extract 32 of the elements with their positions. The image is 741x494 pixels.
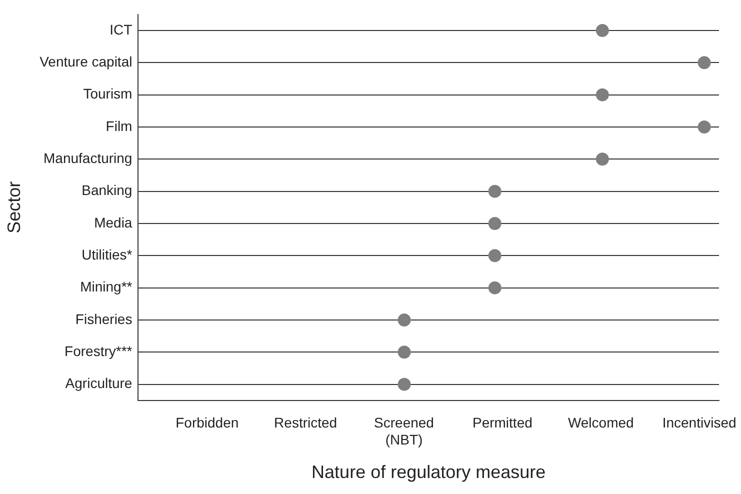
text: Welcomed [568,414,634,430]
y-tick-label: Forestry*** [64,343,133,360]
point [488,216,502,230]
y-tick-label: ICT [110,21,133,38]
y-tick-label: Mining** [80,278,133,295]
text: Restricted [274,414,338,430]
point [698,56,711,70]
text: Forbidden [176,414,239,430]
point [398,313,411,326]
point [488,281,502,294]
text: Screened (NBT) [374,414,434,448]
point [398,378,411,391]
point [596,152,609,166]
y-tick-label: Media [94,214,132,230]
point [488,184,502,198]
point [398,346,411,359]
y-tick-label: Utilities* [82,246,133,263]
y-axis-title: Sector [4,181,24,234]
text: Permitted [472,414,532,430]
point [596,24,609,37]
x-axis-title: Nature of regulatory measure [312,462,546,482]
text: Incentivised [662,414,736,430]
y-tick-label: Film [106,118,132,134]
point [698,120,711,134]
y-tick-label: Banking [82,182,132,198]
y-tick-label: Fisheries [75,310,132,327]
y-tick-label: Agriculture [65,375,132,392]
point [596,88,609,102]
y-tick-label: Manufacturing [44,150,132,166]
y-tick-label: Venture capital [40,54,132,70]
y-tick-label: Tourism [83,86,132,102]
point [488,249,502,262]
